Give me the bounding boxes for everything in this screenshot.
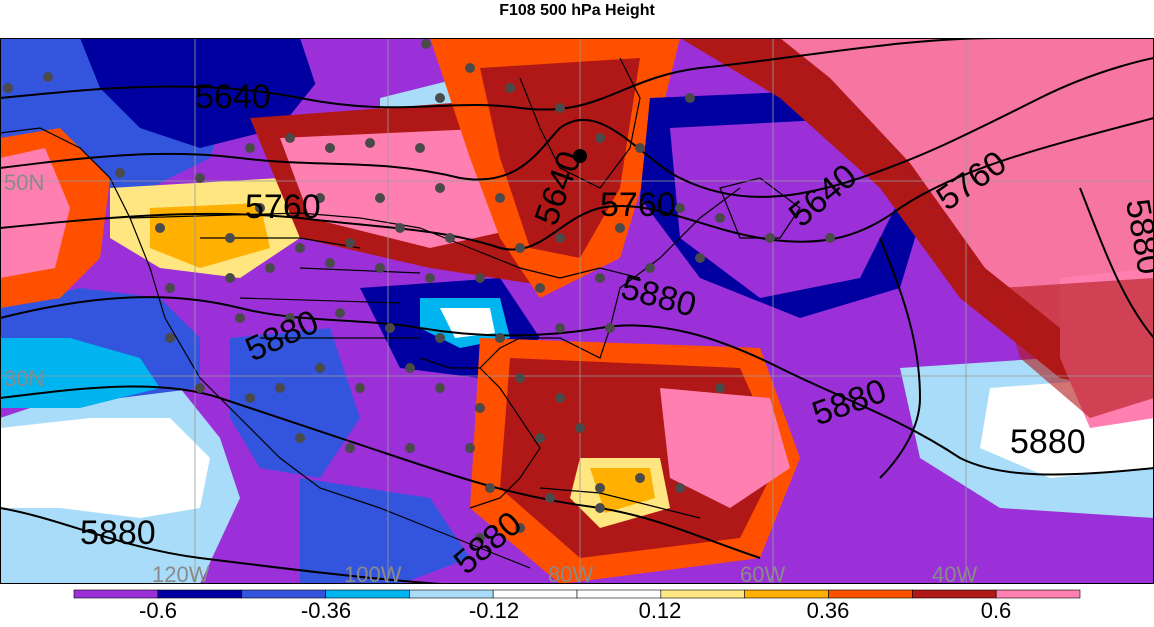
contour-label: 5880	[80, 514, 156, 552]
map-title: F108 500 hPa Height	[499, 2, 655, 19]
colorbar-label: -0.12	[469, 598, 519, 622]
map-panel: 5640 5760 5640 5760 5640 5760 5880 5880 …	[0, 38, 1154, 584]
colorbar-swatch	[828, 589, 913, 599]
field-region-pink-canada	[280, 128, 520, 248]
colorbar-swatch	[576, 589, 662, 599]
colorbar-swatch	[73, 589, 159, 599]
lat-label-30n: 30N	[4, 366, 44, 391]
height-contours	[0, 38, 1154, 584]
colorbar: -0.6 -0.36 -0.12 0.12 0.36 0.6	[0, 586, 1154, 623]
lon-label-80w: 80W	[548, 562, 593, 584]
colorbar-label: 0.6	[981, 598, 1012, 622]
field-region-blue-central	[300, 478, 470, 584]
colorbar-swatch	[995, 589, 1081, 599]
colorbar-label: 0.36	[807, 598, 850, 622]
colorbar-label: -0.36	[301, 598, 351, 622]
colorbar-swatch	[660, 589, 745, 599]
field-region-cyan-pacific	[0, 338, 160, 408]
lon-label-120w: 120W	[152, 562, 210, 584]
lat-lon-grid	[0, 38, 1154, 584]
contour-label: 5760	[245, 188, 321, 226]
colorbar-swatches	[73, 589, 1081, 599]
lon-label-100w: 100W	[344, 562, 402, 584]
contour-label: 5640	[195, 78, 271, 116]
field-region-white-west	[0, 418, 210, 518]
colorbar-label: 0.12	[639, 598, 682, 622]
colorbar-swatch	[744, 589, 829, 599]
field-region-white-gulf	[440, 308, 495, 338]
colorbar-swatch	[492, 589, 578, 599]
lon-label-60w: 60W	[740, 562, 785, 584]
field-region-orange-west	[150, 203, 270, 268]
colorbar-swatch	[241, 589, 326, 599]
colorbar-swatch	[912, 589, 997, 599]
marker-black-dot	[573, 149, 587, 163]
field-region-pink-caribbean	[660, 388, 790, 508]
field-region-pinkcore-west	[0, 148, 70, 278]
field-region-darkred-southeast	[1000, 278, 1154, 418]
contour-label: 5880	[1010, 423, 1086, 461]
lon-label-40w: 40W	[932, 562, 977, 584]
colorbar-swatch	[157, 589, 242, 599]
lat-label-50n: 50N	[4, 170, 44, 195]
station-dots	[3, 39, 835, 543]
colorbar-label: -0.6	[139, 598, 177, 622]
colorbar-swatch	[325, 589, 410, 599]
contour-label: 5760	[600, 186, 676, 224]
colorbar-swatch	[409, 589, 494, 599]
field-region-purple-atlantic	[670, 118, 900, 298]
